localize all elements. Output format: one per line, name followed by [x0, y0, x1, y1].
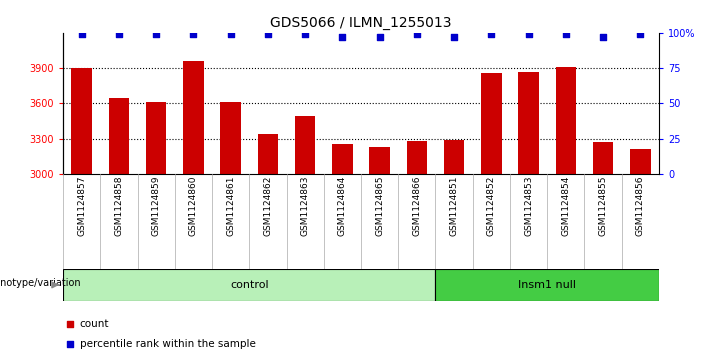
Text: percentile rank within the sample: percentile rank within the sample [80, 339, 256, 348]
Point [411, 31, 423, 37]
Bar [258, 134, 278, 363]
Point [336, 34, 348, 40]
Point [634, 31, 646, 37]
FancyBboxPatch shape [435, 269, 659, 301]
Point [374, 34, 386, 40]
Point [114, 31, 125, 37]
Point [262, 31, 273, 37]
Point [64, 340, 76, 346]
Title: GDS5066 / ILMN_1255013: GDS5066 / ILMN_1255013 [271, 16, 451, 30]
Point [523, 31, 534, 37]
Text: control: control [230, 280, 268, 290]
Bar [444, 140, 464, 363]
Bar [295, 117, 315, 363]
Bar [556, 67, 576, 363]
Point [597, 34, 608, 40]
Text: count: count [80, 319, 109, 329]
Point [151, 31, 162, 37]
Point [560, 31, 571, 37]
Text: Insm1 null: Insm1 null [518, 280, 576, 290]
Bar [109, 98, 129, 363]
Point [299, 31, 311, 37]
Bar [369, 147, 390, 363]
Bar [518, 72, 539, 363]
Point [76, 31, 88, 37]
Point [449, 34, 460, 40]
Point [188, 31, 199, 37]
Bar [220, 102, 241, 363]
Bar [630, 150, 651, 363]
Point [225, 31, 236, 37]
Bar [332, 143, 353, 363]
Bar [593, 142, 613, 363]
Bar [72, 68, 92, 363]
Text: genotype/variation: genotype/variation [0, 278, 81, 288]
Point [64, 322, 76, 327]
Point [486, 31, 497, 37]
Bar [183, 61, 204, 363]
Bar [407, 141, 427, 363]
FancyBboxPatch shape [63, 269, 435, 301]
Bar [146, 102, 166, 363]
Bar [481, 73, 502, 363]
